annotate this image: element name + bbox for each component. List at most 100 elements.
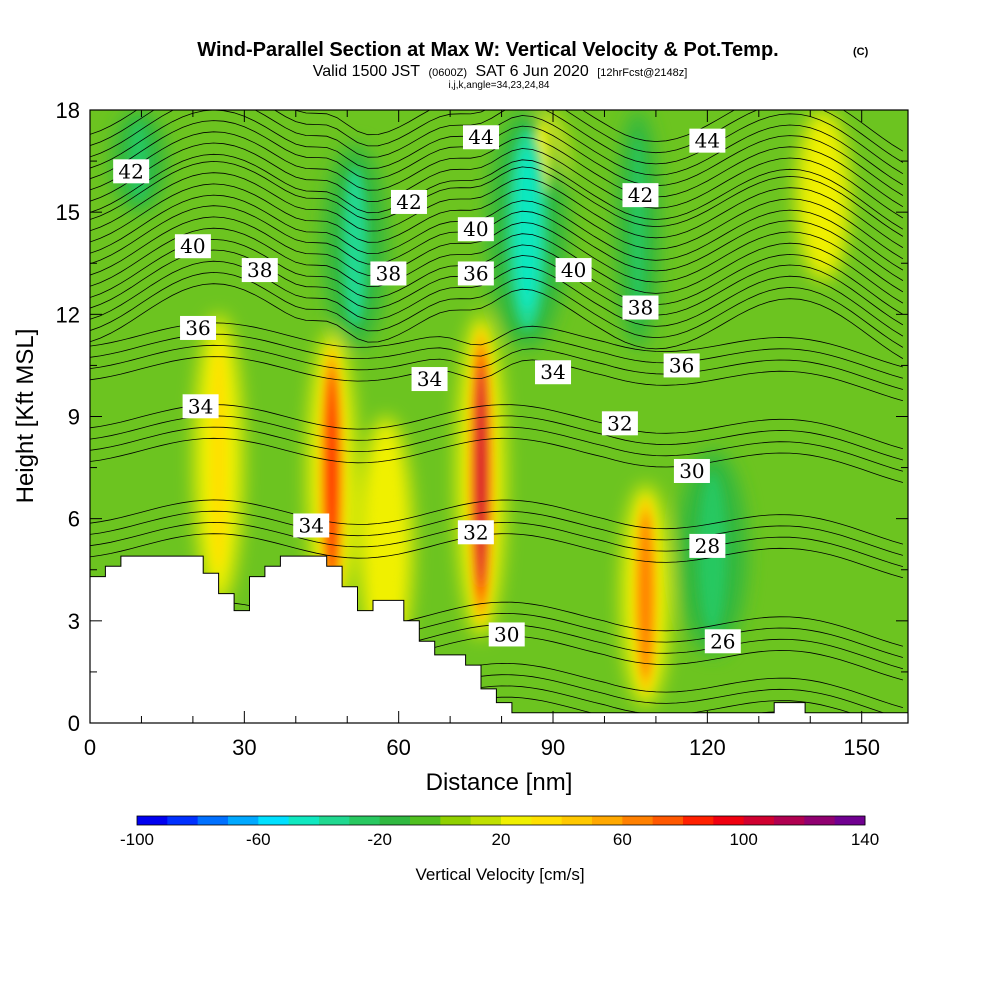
theta-label: 42 — [622, 183, 659, 208]
theta-label-text: 34 — [417, 367, 442, 391]
w-cell-core — [641, 524, 650, 667]
theta-label: 38 — [370, 261, 407, 286]
colorbar-swatch — [137, 816, 168, 825]
theta-label: 42 — [113, 159, 150, 184]
x-tick-label: 90 — [541, 735, 565, 760]
colorbar-tick-label: 60 — [613, 830, 632, 849]
theta-contour-line — [90, 499, 904, 545]
colorbar-swatch — [197, 816, 229, 825]
x-tick-label: 120 — [689, 735, 726, 760]
colorbar-label: Vertical Velocity [cm/s] — [415, 865, 584, 884]
y-axis-label: Height [Kft MSL] — [12, 329, 39, 504]
theta-label-text: 28 — [695, 534, 720, 558]
theta-label: 40 — [457, 217, 494, 242]
theta-label: 36 — [457, 261, 494, 286]
theta-contour-line — [90, 110, 904, 175]
theta-label-box — [370, 261, 407, 286]
x-axis: 0 30 60 90 120 150 — [84, 110, 880, 760]
theta-contour-line — [90, 216, 904, 293]
theta-label-box — [704, 629, 741, 654]
w-cell-core — [376, 445, 396, 643]
theta-contour-line — [90, 183, 904, 260]
theta-label-text: 42 — [628, 183, 653, 207]
theta-contour-line — [90, 437, 904, 483]
theta-label-box — [601, 411, 638, 436]
theta-label: 30 — [673, 458, 710, 483]
theta-label: 44 — [462, 125, 499, 150]
theta-label-text: 40 — [463, 217, 488, 241]
theta-contour-line — [90, 404, 904, 450]
theta-label-text: 34 — [540, 360, 565, 384]
theta-contour-line — [90, 260, 904, 337]
theta-label-box — [457, 520, 494, 545]
theta-label: 28 — [689, 533, 726, 558]
theta-label: 30 — [488, 622, 525, 647]
colorbar-swatch — [683, 816, 714, 825]
theta-contour-line — [90, 356, 904, 402]
section-indices: i,j,k,angle=34,23,24,84 — [449, 80, 550, 91]
theta-label: 40 — [555, 258, 592, 283]
w-cell-core — [210, 347, 227, 571]
colorbar-tick-label: -60 — [246, 830, 271, 849]
x-tick-label: 150 — [843, 735, 880, 760]
x-tick-label: 0 — [84, 735, 96, 760]
theta-contour-line — [90, 142, 904, 219]
theta-label-box — [555, 258, 592, 283]
theta-contour-line — [90, 322, 904, 368]
theta-label-text: 34 — [298, 513, 323, 537]
theta-label-text: 26 — [710, 629, 735, 653]
theta-label: 32 — [457, 520, 494, 545]
theta-label: 32 — [601, 411, 638, 436]
theta-label-box — [241, 258, 278, 283]
theta-label: 40 — [174, 234, 211, 259]
theta-label-box — [462, 125, 499, 150]
theta-contour-line — [90, 533, 904, 579]
theta-contour-line — [90, 172, 904, 248]
theta-contour-line — [90, 194, 904, 271]
colorbar-swatch — [501, 816, 532, 825]
theta-contour-line — [90, 271, 904, 348]
theta-label: 36 — [180, 315, 217, 340]
x-axis-label: Distance [nm] — [426, 769, 573, 796]
theta-label-box — [488, 622, 525, 647]
colorbar: -100 -60 -20 20 60 100 140 — [120, 815, 879, 849]
colorbar-tick-label: 140 — [851, 830, 879, 849]
valid-date: SAT 6 Jun 2020 — [476, 63, 589, 80]
y-tick-label: 9 — [68, 405, 80, 430]
theta-label-box — [180, 315, 217, 340]
copyright-mark: (C) — [853, 46, 869, 58]
theta-label: 34 — [182, 394, 219, 419]
theta-label: 38 — [241, 258, 278, 283]
theta-label-box — [457, 217, 494, 242]
y-tick-label: 12 — [56, 302, 80, 327]
colorbar-swatch — [410, 816, 441, 825]
colorbar-tick-label: 100 — [729, 830, 757, 849]
colorbar-swatch — [440, 816, 472, 825]
terrain-mask — [90, 555, 908, 723]
colorbar-swatch — [622, 816, 654, 825]
chart-subtitle: Valid 1500 JST (0600Z) SAT 6 Jun 2020 [1… — [313, 63, 688, 80]
theta-contour-line — [90, 415, 904, 461]
w-cell-core — [327, 387, 336, 566]
w-cell-core — [631, 137, 645, 322]
theta-label-text: 38 — [247, 258, 272, 282]
theta-label-text: 32 — [463, 520, 488, 544]
theta-label-box — [293, 513, 330, 538]
theta-label: 36 — [663, 353, 700, 378]
theta-contour-line — [90, 510, 904, 556]
theta-label-text: 34 — [188, 394, 213, 418]
theta-contour-line — [90, 426, 904, 472]
colorbar-swatch — [167, 816, 199, 825]
theta-label: 34 — [535, 360, 572, 385]
y-tick-label: 15 — [56, 200, 80, 225]
colorbar-swatch — [774, 816, 805, 825]
colorbar-swatch — [349, 816, 381, 825]
theta-label-text: 44 — [695, 129, 720, 153]
theta-label-box — [663, 353, 700, 378]
theta-contour-line — [90, 283, 904, 359]
colorbar-swatch — [743, 816, 775, 825]
colorbar-swatch — [379, 816, 411, 825]
theta-label: 26 — [704, 629, 741, 654]
theta-contour-line — [90, 521, 904, 567]
